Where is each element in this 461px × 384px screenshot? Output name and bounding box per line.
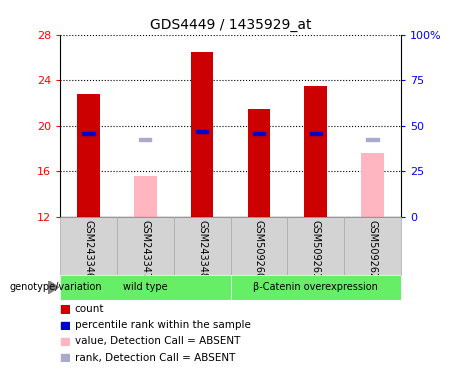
Text: genotype/variation: genotype/variation xyxy=(9,282,102,292)
Polygon shape xyxy=(48,281,59,294)
Bar xyxy=(61,305,69,313)
Bar xyxy=(361,153,384,217)
Text: GSM243348: GSM243348 xyxy=(197,220,207,279)
Bar xyxy=(304,86,327,217)
Text: GSM509262: GSM509262 xyxy=(367,220,378,279)
Bar xyxy=(309,132,322,135)
Text: value, Detection Call = ABSENT: value, Detection Call = ABSENT xyxy=(75,336,240,346)
Bar xyxy=(248,109,270,217)
Bar xyxy=(61,354,69,361)
Bar xyxy=(366,138,379,141)
Text: percentile rank within the sample: percentile rank within the sample xyxy=(75,320,251,330)
Text: count: count xyxy=(75,304,104,314)
FancyBboxPatch shape xyxy=(117,217,174,275)
Bar xyxy=(61,321,69,329)
Text: wild type: wild type xyxy=(123,282,167,292)
Bar xyxy=(61,338,69,345)
Bar xyxy=(230,275,401,300)
Text: rank, Detection Call = ABSENT: rank, Detection Call = ABSENT xyxy=(75,353,235,362)
Bar xyxy=(82,132,95,135)
FancyBboxPatch shape xyxy=(174,217,230,275)
Bar xyxy=(191,52,213,217)
Text: GSM243346: GSM243346 xyxy=(83,220,94,279)
Text: β-Catenin overexpression: β-Catenin overexpression xyxy=(254,282,378,292)
Bar xyxy=(253,132,265,135)
FancyBboxPatch shape xyxy=(60,217,117,275)
Bar xyxy=(134,176,157,217)
FancyBboxPatch shape xyxy=(287,217,344,275)
Text: GSM243347: GSM243347 xyxy=(140,220,150,279)
Title: GDS4449 / 1435929_at: GDS4449 / 1435929_at xyxy=(150,18,311,32)
Text: GSM509260: GSM509260 xyxy=(254,220,264,279)
Bar xyxy=(196,130,208,133)
Text: GSM509261: GSM509261 xyxy=(311,220,321,279)
FancyBboxPatch shape xyxy=(344,217,401,275)
Bar xyxy=(77,94,100,217)
Bar xyxy=(60,275,230,300)
FancyBboxPatch shape xyxy=(230,217,287,275)
Bar xyxy=(139,138,152,141)
